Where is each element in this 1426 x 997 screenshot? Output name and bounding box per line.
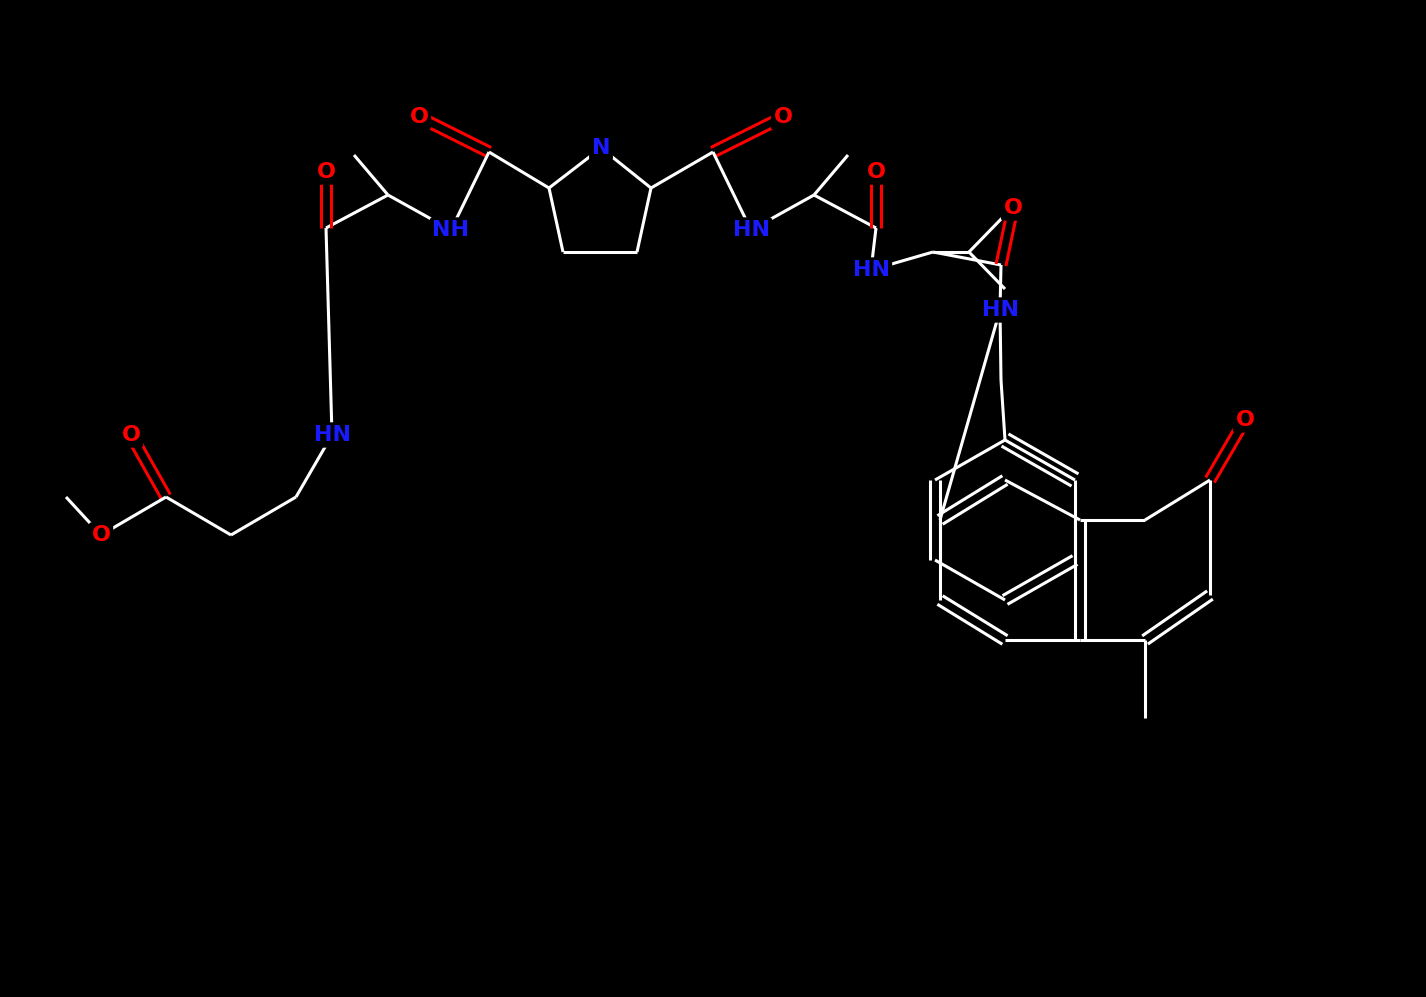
- Text: HN: HN: [733, 220, 770, 240]
- Text: HN: HN: [853, 260, 890, 280]
- Text: NH: NH: [432, 220, 469, 240]
- Text: O: O: [317, 162, 335, 182]
- Text: O: O: [1235, 410, 1255, 430]
- Text: O: O: [867, 162, 886, 182]
- Text: O: O: [121, 425, 141, 445]
- Text: O: O: [91, 525, 110, 545]
- Text: HN: HN: [314, 425, 351, 445]
- Text: O: O: [773, 107, 793, 127]
- Text: O: O: [1004, 198, 1022, 218]
- Text: HN: HN: [981, 300, 1018, 320]
- Text: N: N: [592, 138, 610, 158]
- Text: O: O: [409, 107, 428, 127]
